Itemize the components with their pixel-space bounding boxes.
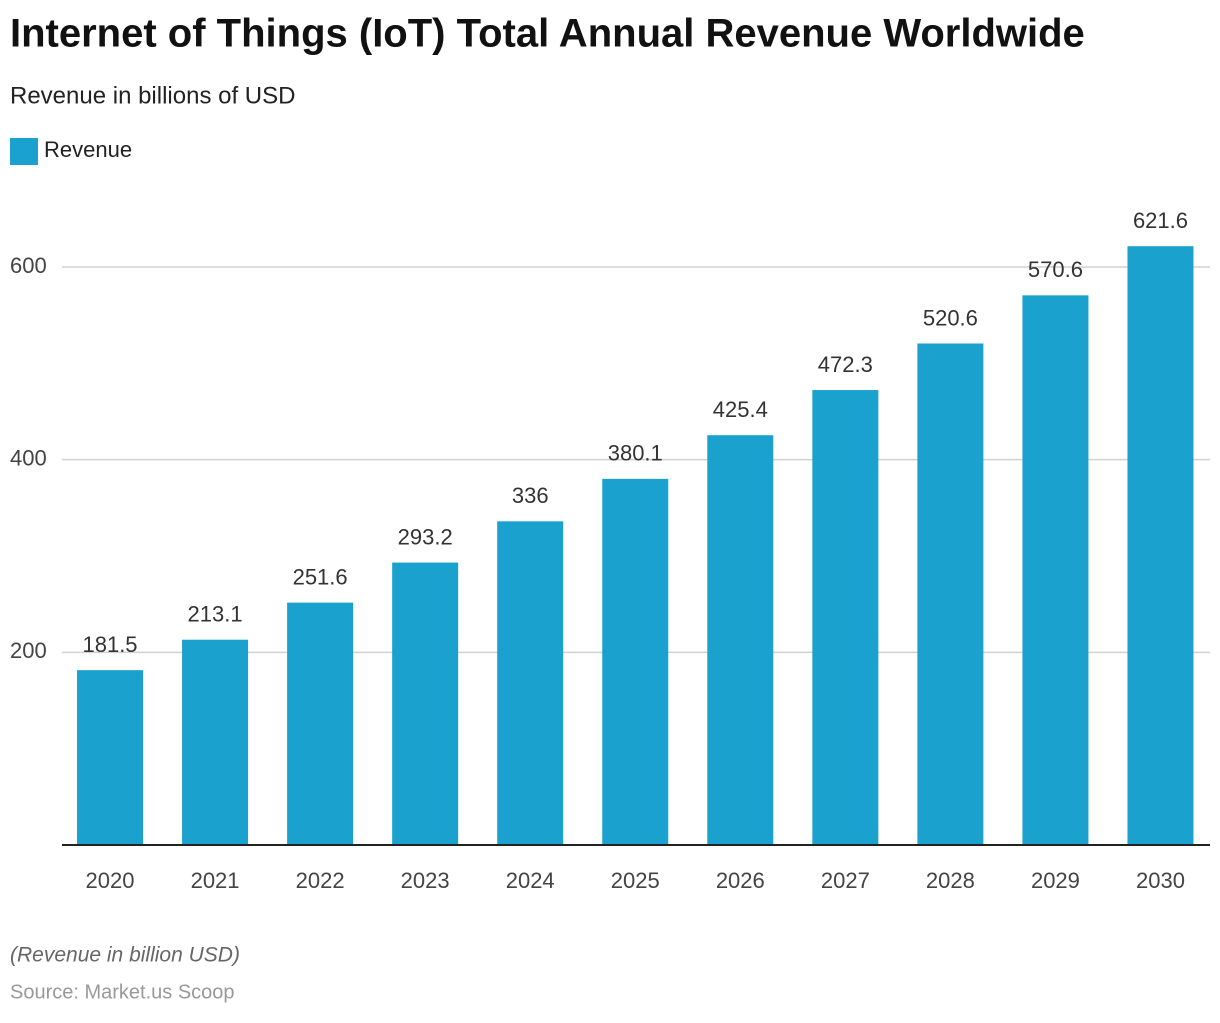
x-tick-label: 2024 [506,868,555,893]
bar [497,521,564,845]
bar [1127,246,1194,846]
bar [1022,295,1089,845]
bar [602,478,669,845]
bar [77,670,144,845]
x-tick-label: 2022 [296,868,345,893]
data-label: 293.2 [398,524,453,549]
x-tick-label: 2029 [1031,868,1080,893]
bar [182,639,249,845]
x-tick-label: 2020 [86,868,135,893]
chart-title: Internet of Things (IoT) Total Annual Re… [10,12,1085,56]
data-label: 336 [512,483,549,508]
bar [287,602,354,845]
source: Source: Market.us Scoop [10,981,235,1003]
data-label: 380.1 [608,441,663,466]
bar [707,435,774,845]
y-tick-label: 400 [10,445,47,470]
note: (Revenue in billion USD) [10,944,240,967]
data-label: 621.6 [1133,208,1188,233]
bar [812,390,879,845]
x-tick-label: 2026 [716,868,765,893]
data-label: 520.6 [923,305,978,330]
y-tick-label: 600 [10,253,47,278]
bar [392,562,459,845]
data-label: 570.6 [1028,257,1083,282]
data-label: 472.3 [818,352,873,377]
x-tick-label: 2021 [191,868,240,893]
chart-subtitle: Revenue in billions of USD [10,82,295,109]
legend-label: Revenue [44,137,132,162]
x-tick-label: 2027 [821,868,870,893]
data-label: 425.4 [713,397,768,422]
x-tick-label: 2023 [401,868,450,893]
x-tick-label: 2028 [926,868,975,893]
data-label: 251.6 [293,564,348,589]
data-label: 213.1 [188,602,243,627]
bar [917,343,984,845]
x-tick-label: 2030 [1136,868,1185,893]
legend-swatch [10,138,38,165]
y-tick-label: 200 [10,638,47,663]
data-label: 181.5 [82,632,137,657]
x-tick-label: 2025 [611,868,660,893]
